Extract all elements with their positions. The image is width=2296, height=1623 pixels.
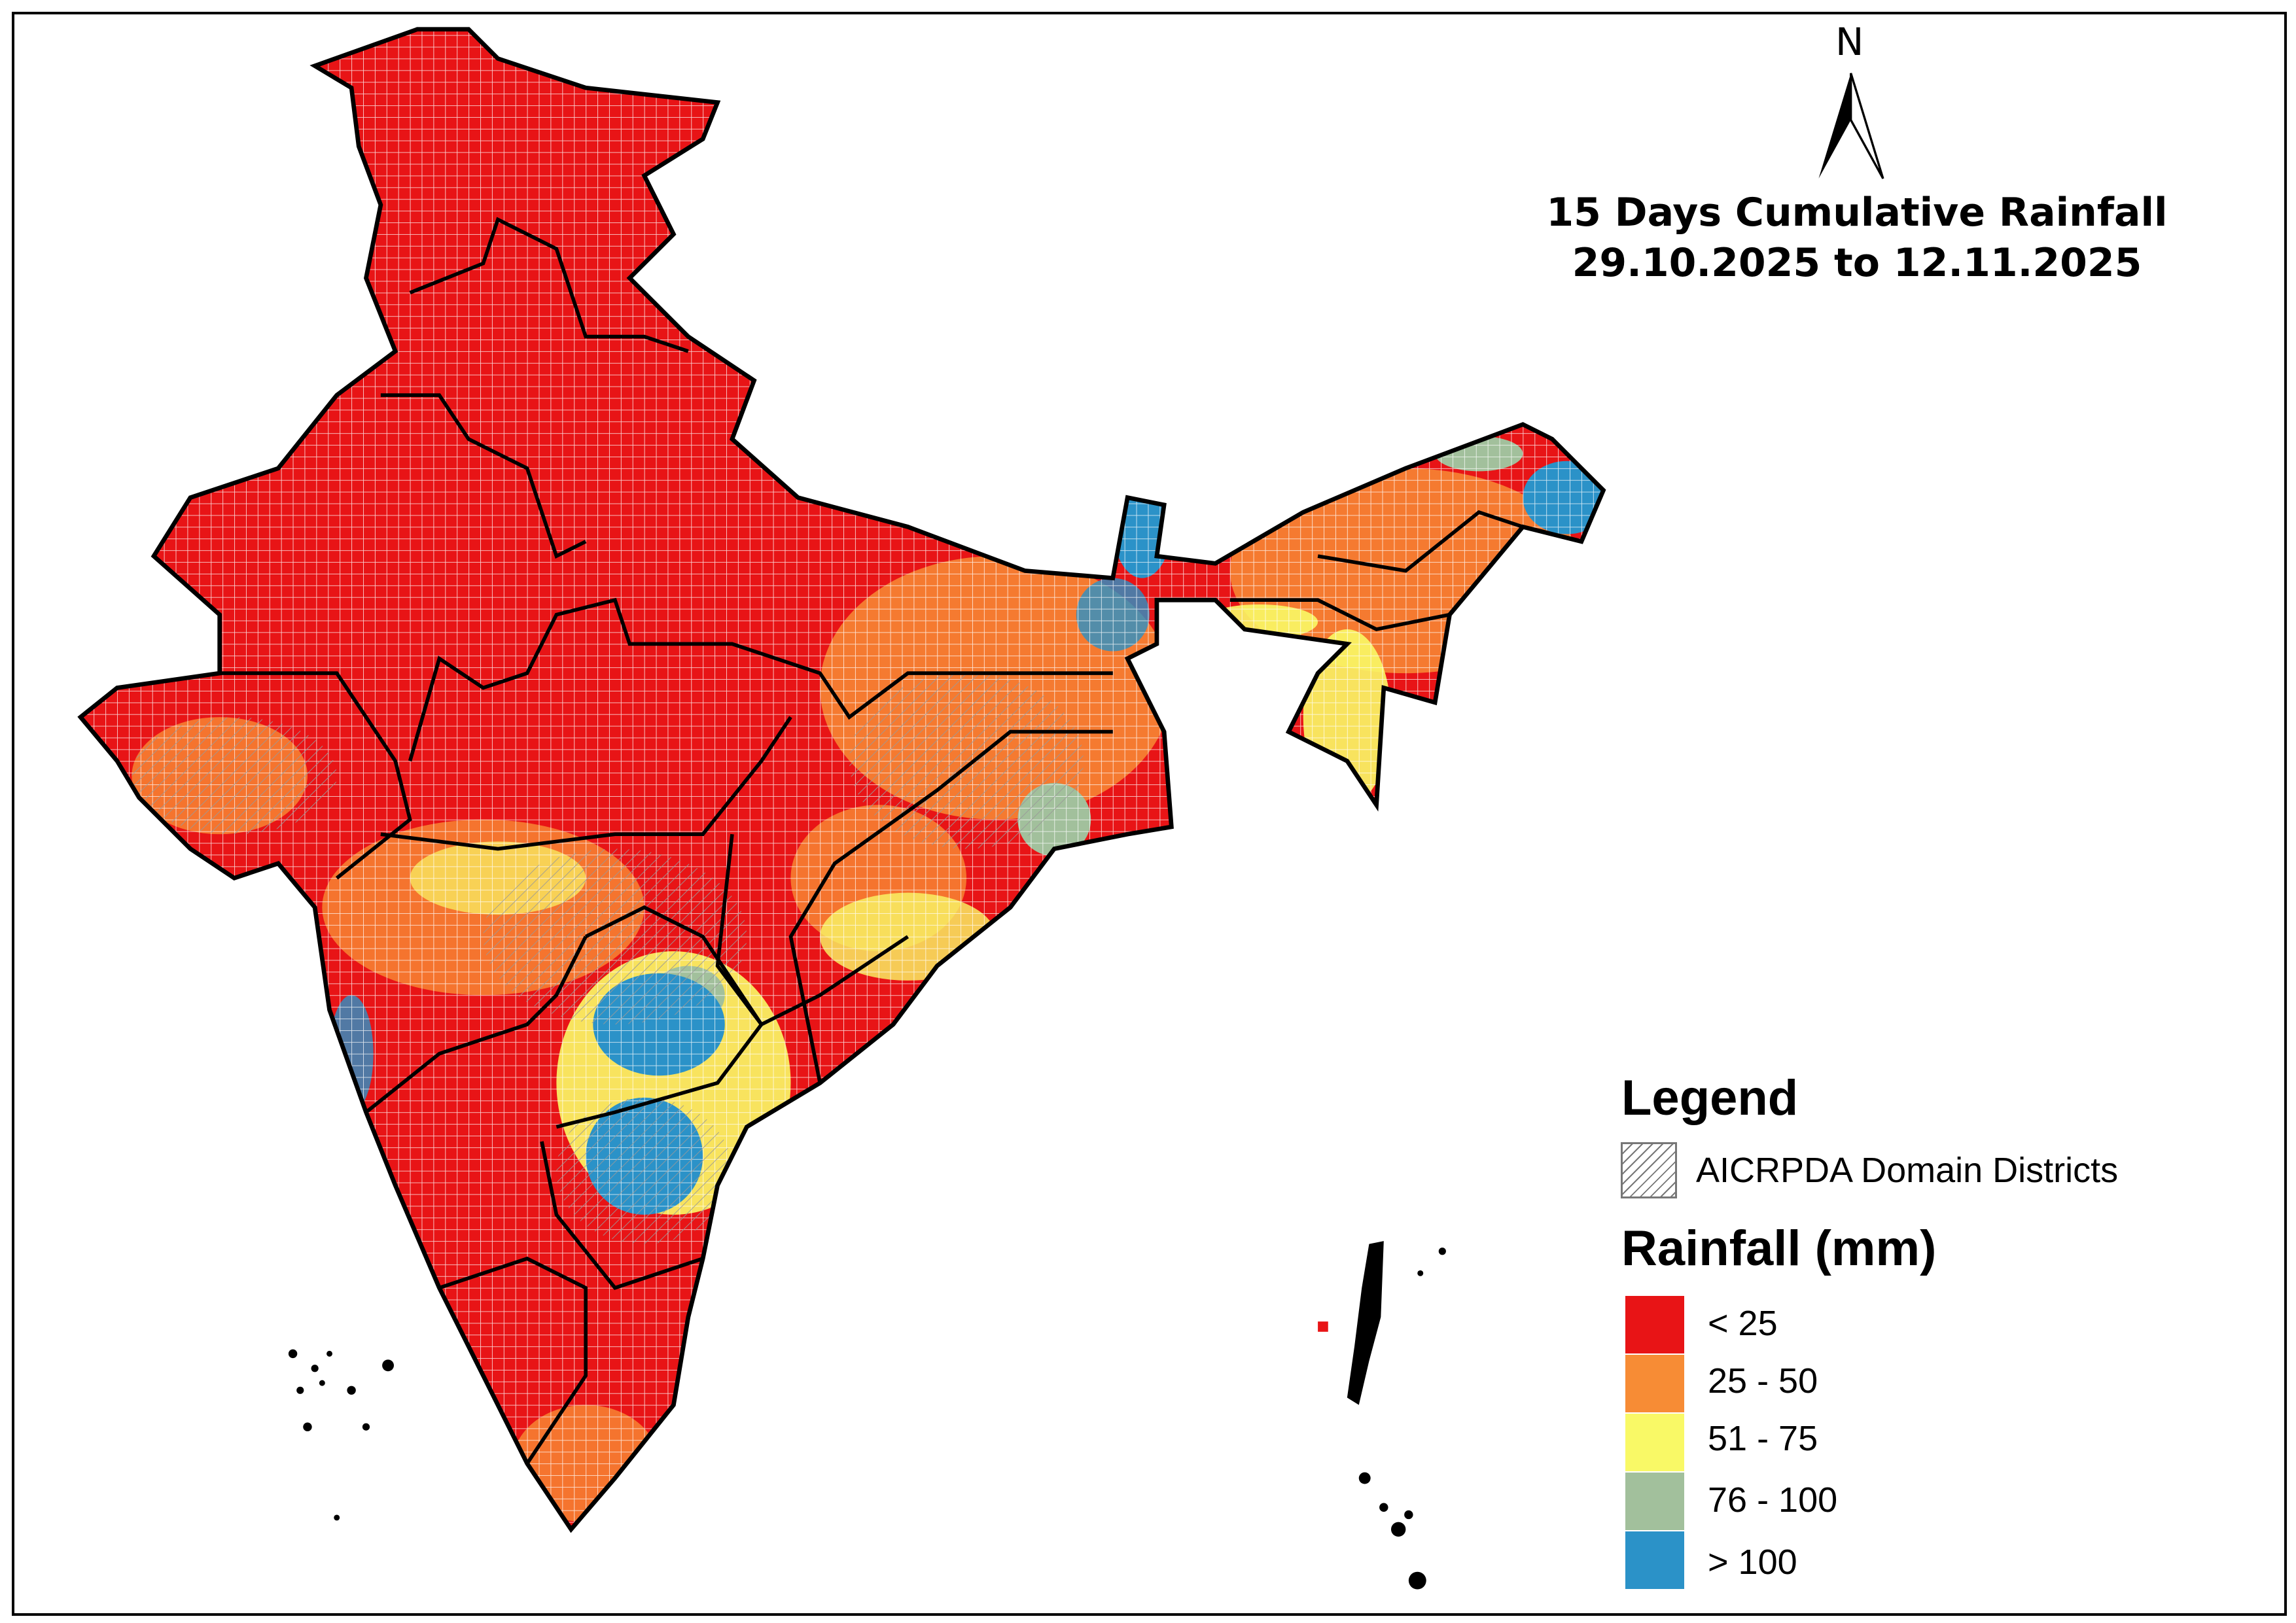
class-label: 51 - 75 <box>1708 1419 1818 1458</box>
class-label: 76 - 100 <box>1708 1480 1838 1520</box>
north-arrow-icon <box>1818 73 1884 179</box>
domain-districts-label: AICRPDA Domain Districts <box>1696 1151 2119 1190</box>
date-range: 29.10.2025 to 12.11.2025 <box>1572 240 2142 286</box>
rainfall-heading: Rainfall (mm) <box>1621 1221 1937 1276</box>
legend-heading: Legend <box>1621 1070 1799 1126</box>
map-title: 15 Days Cumulative Rainfall <box>1546 190 2168 236</box>
state-boundaries <box>219 217 1524 1465</box>
hatch-swatch-icon <box>1621 1142 1677 1198</box>
swatch-76-100 <box>1625 1473 1684 1530</box>
swatch-25-50 <box>1625 1355 1684 1412</box>
swatch-gt100 <box>1625 1531 1684 1589</box>
class-label: > 100 <box>1708 1543 1797 1582</box>
swatch-51-75 <box>1625 1414 1684 1471</box>
swatch-lt25 <box>1625 1296 1684 1353</box>
map-frame <box>12 12 2287 1616</box>
islands <box>288 1241 1446 1590</box>
class-label: < 25 <box>1708 1304 1778 1343</box>
north-label: N <box>1835 20 1864 64</box>
class-label: 25 - 50 <box>1708 1361 1818 1401</box>
